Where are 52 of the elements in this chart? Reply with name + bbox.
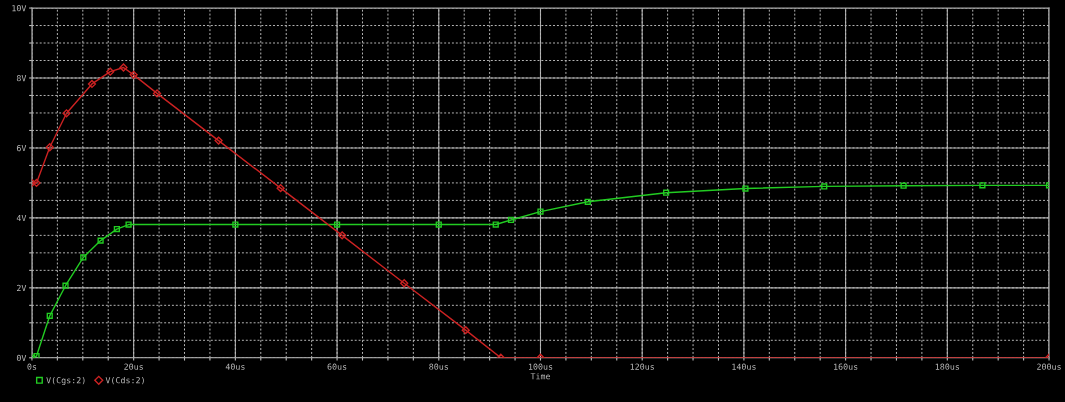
- x-tick-label: 140us: [732, 363, 756, 370]
- point: [461, 326, 470, 335]
- point: [214, 136, 223, 145]
- point: [821, 183, 828, 190]
- point: [338, 231, 347, 240]
- point: [584, 198, 591, 205]
- point: [507, 216, 515, 224]
- x-tick-label: 200us: [1037, 363, 1061, 370]
- point: [129, 70, 138, 79]
- point: [113, 225, 121, 233]
- point: [62, 282, 69, 289]
- point: [742, 185, 749, 192]
- point: [900, 182, 907, 189]
- x-tick-label: 40us: [225, 363, 245, 370]
- point: [119, 63, 128, 72]
- point: [106, 67, 115, 76]
- x-tick-label: 100us: [528, 363, 553, 370]
- y-tick-label: 10V: [12, 5, 27, 12]
- point: [333, 221, 341, 228]
- y-tick-label: 6V: [16, 144, 27, 152]
- point: [62, 109, 71, 118]
- y-tick-label: 0V: [16, 354, 27, 362]
- point: [232, 221, 239, 228]
- x-tick-label: 180us: [935, 363, 960, 370]
- x-tick-label: 80us: [429, 363, 448, 370]
- point: [97, 237, 104, 244]
- point: [979, 182, 986, 189]
- point: [152, 89, 162, 98]
- point: [33, 352, 40, 358]
- x-tick-label: 160us: [834, 363, 858, 370]
- point: [125, 221, 132, 228]
- legend-label: V(Cds:2): [105, 376, 144, 385]
- x-tick-label: 60us: [327, 363, 347, 370]
- y-tick-label: 2V: [16, 284, 27, 292]
- point: [45, 143, 54, 152]
- point: [276, 184, 285, 193]
- x-axis-title: Time: [530, 372, 551, 380]
- legend-label: V(Cgs:2): [46, 376, 85, 386]
- x-tick-label: 20us: [124, 363, 143, 370]
- y-tick-label: 8V: [16, 74, 27, 82]
- x-tick-label: 120us: [630, 363, 654, 370]
- point: [400, 279, 409, 288]
- point: [537, 208, 544, 215]
- x-tick-label: 0s: [27, 363, 37, 370]
- point: [32, 178, 41, 188]
- point: [662, 189, 670, 196]
- point: [80, 254, 87, 261]
- point: [46, 312, 53, 319]
- point: [435, 221, 442, 228]
- point: [492, 221, 499, 228]
- y-tick-label: 4V: [16, 215, 27, 222]
- point: [87, 79, 97, 89]
